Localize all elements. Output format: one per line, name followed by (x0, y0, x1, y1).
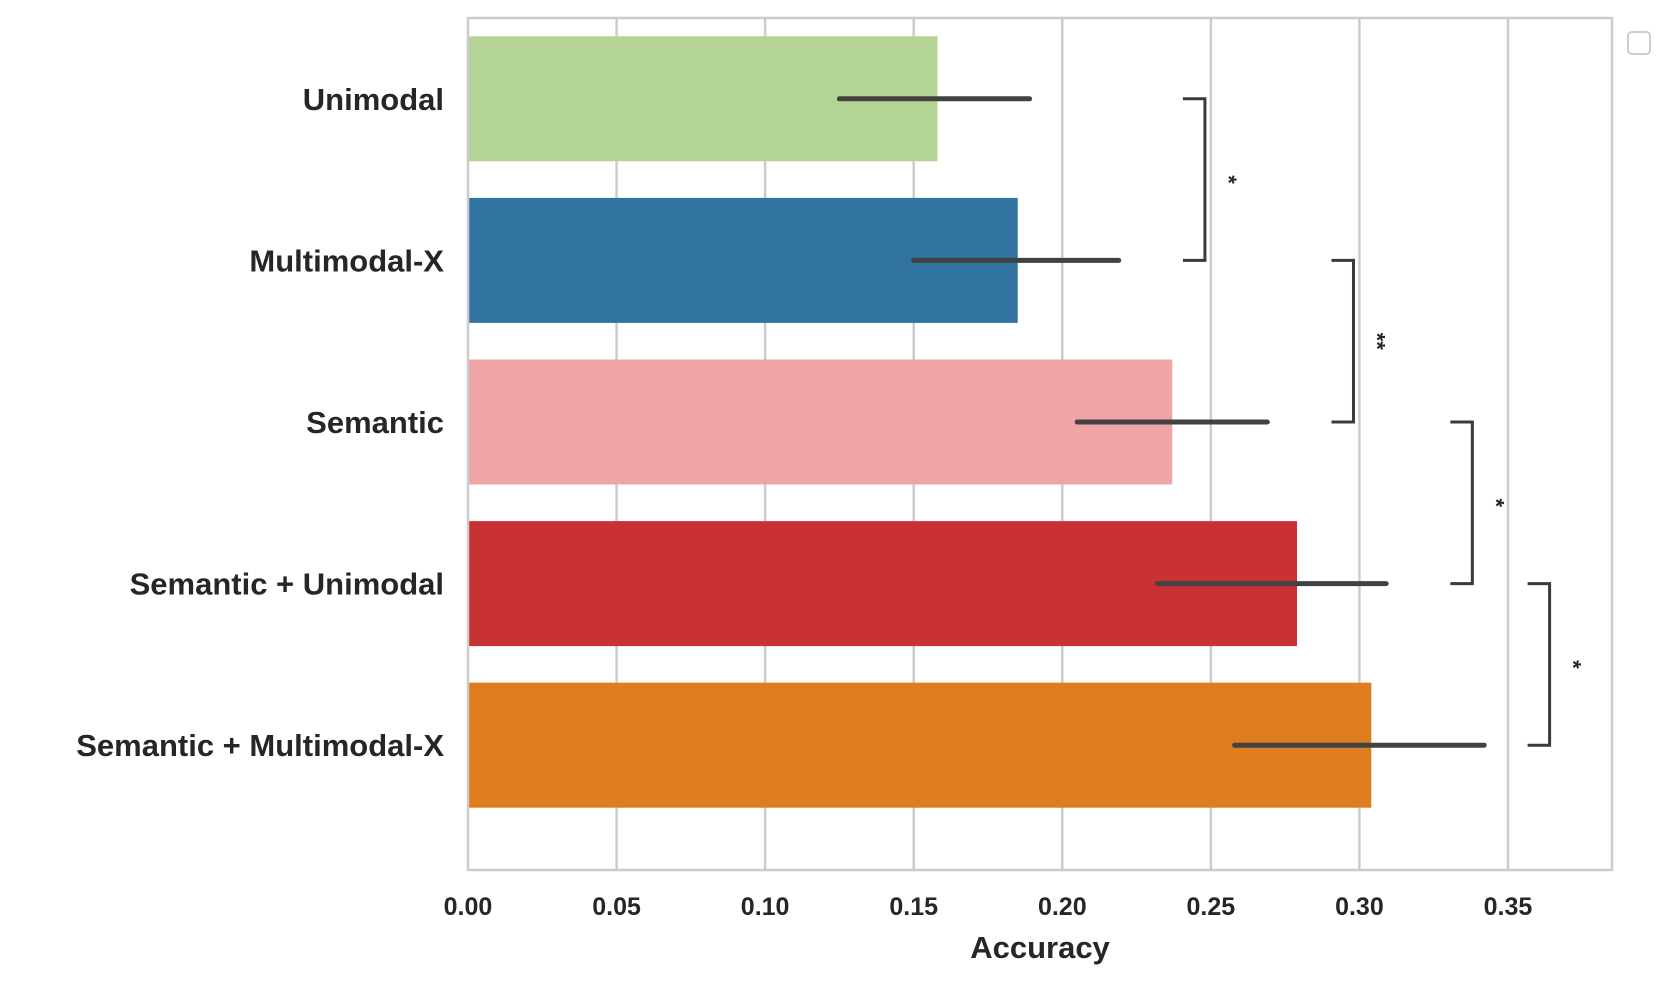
x-tick-label: 0.20 (1038, 893, 1087, 921)
bar (468, 682, 1372, 808)
significance-label: ** (1364, 333, 1389, 351)
legend-box (1627, 31, 1651, 55)
x-axis-title: Accuracy (970, 930, 1110, 965)
significance-layer: ***** (1182, 97, 1586, 747)
x-tick-label: 0.05 (592, 893, 641, 921)
significance-bracket (1527, 582, 1552, 747)
significance-label: * (1216, 175, 1241, 184)
x-tick-label: 0.35 (1484, 893, 1533, 921)
label-layer: 0.00 0.05 0.10 0.15 0.20 0.25 0.30 0.35 Unimodal… (76, 82, 1532, 921)
plot-frame (466, 16, 1614, 872)
x-tick-label: 0.15 (889, 893, 938, 921)
error-bar-layer (836, 96, 1487, 748)
bar (468, 359, 1173, 485)
x-tick-label: 0.25 (1187, 893, 1236, 921)
significance-label: * (1561, 660, 1586, 669)
significance-bracket (1450, 420, 1474, 586)
y-tick-label: Multimodal-X (249, 243, 444, 278)
x-tick-label: 0.10 (741, 893, 790, 921)
y-tick-label: Semantic + Multimodal-X (76, 728, 444, 763)
x-tick-label: 0.30 (1335, 893, 1384, 921)
y-tick-label: Semantic (306, 405, 444, 440)
x-tick-label: 0.00 (444, 893, 493, 921)
significance-bracket (1331, 258, 1355, 424)
significance-bracket (1182, 97, 1207, 262)
y-tick-label: Unimodal (303, 82, 444, 117)
significance-label: * (1483, 499, 1508, 508)
y-tick-label: Semantic + Unimodal (130, 567, 444, 602)
